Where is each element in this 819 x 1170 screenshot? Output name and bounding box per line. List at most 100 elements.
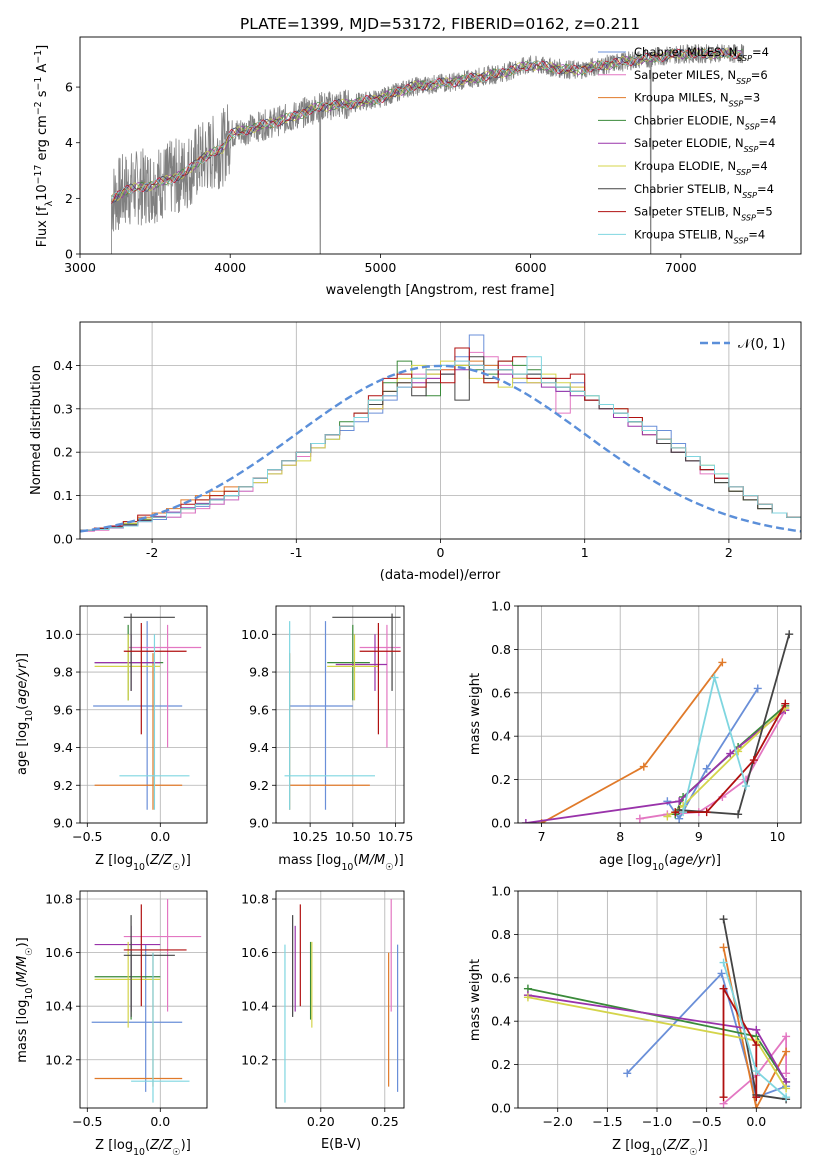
axes-frame <box>275 605 405 824</box>
axes-frame <box>79 36 802 255</box>
series-marker <box>749 756 758 765</box>
axes-frame <box>79 321 802 540</box>
errorbars-mass_vs_EBV <box>284 899 399 1103</box>
legend-entry: Salpeter MILES, NSSP=6 <box>634 68 768 86</box>
y-tick-label: 9.2 <box>53 778 73 793</box>
y-tick-label: 0.0 <box>53 532 73 547</box>
x-tick-label: 5000 <box>365 260 397 275</box>
y-tick-label: 9.8 <box>249 665 269 680</box>
y-tick-label: 9.8 <box>53 665 73 680</box>
series-marker <box>782 1069 791 1078</box>
figure-title: PLATE=1399, MJD=53172, FIBERID=0162, z=0… <box>240 15 640 33</box>
y-tick-label: 10.2 <box>45 1052 73 1067</box>
x-axis-label: Z [log10(Z/Z☉)] <box>612 1138 708 1158</box>
series-marker <box>734 810 743 819</box>
axes-frame <box>517 890 802 1109</box>
x-tick-label: −2.0 <box>543 1114 573 1129</box>
x-tick-label: −0.5 <box>691 1114 721 1129</box>
x-axis-label: Z [log10(Z/Z☉)] <box>95 853 191 873</box>
series-marker <box>752 1041 761 1050</box>
series-marker <box>675 814 684 823</box>
y-tick-label: 0.1 <box>53 488 73 503</box>
y-tick-label: 9.6 <box>53 702 73 717</box>
series-marker <box>752 1025 761 1034</box>
series-marker <box>752 1093 761 1102</box>
y-tick-label: 10.2 <box>241 1052 269 1067</box>
x-tick-label: 8 <box>616 829 624 844</box>
series-marker <box>663 797 672 806</box>
x-tick-label: −1.0 <box>642 1114 672 1129</box>
plot-layer: 3000 4000 5000 6000 7000 0 2 4 6 wavelength [Angs… <box>15 36 802 1158</box>
series-marker <box>719 943 728 952</box>
series-marker <box>785 630 794 639</box>
x-tick-label: -1 <box>290 545 302 560</box>
legend-entry: Chabrier ELODIE, NSSP=4 <box>634 113 776 130</box>
legend-entry: Salpeter STELIB, NSSP=5 <box>634 205 773 223</box>
x-tick-label: 7 <box>538 829 546 844</box>
axes-mass_vs_EBV: 0.20 0.25 10.2 10.4 10.6 10.8 <box>241 891 404 1129</box>
y-tick-label: 10.8 <box>45 892 73 907</box>
x-tick-label: 10.25 <box>292 829 328 844</box>
series-line <box>525 709 786 823</box>
y-tick-label: 0.4 <box>491 1014 511 1029</box>
legend-entry: Chabrier STELIB, NSSP=4 <box>634 182 774 200</box>
y-tick-label: 9.0 <box>249 816 269 831</box>
axes-frame <box>79 890 208 1109</box>
series-line <box>639 709 787 820</box>
histogram-step <box>80 356 801 531</box>
y-tick-label: 9.2 <box>249 778 269 793</box>
series-marker <box>679 808 688 817</box>
series-marker <box>623 1069 632 1078</box>
y-tick-label: 0.2 <box>53 445 73 460</box>
model-spectrum <box>111 48 743 204</box>
y-axis-label: Flux [fλ10−17 erg cm−2 s−1 A−1] <box>33 45 55 247</box>
series-marker <box>523 993 532 1002</box>
y-axis-label: mass weight <box>468 959 483 1041</box>
x-tick-label: 10 <box>769 829 785 844</box>
series-marker <box>782 1084 791 1093</box>
series-marker <box>782 1047 791 1056</box>
x-tick-label: -2 <box>146 545 158 560</box>
x-tick-label: 0.0 <box>150 829 170 844</box>
y-tick-label: 1.0 <box>491 884 511 899</box>
x-tick-label: 0.20 <box>307 1114 335 1129</box>
x-tick-label: 10.75 <box>378 829 414 844</box>
y-tick-label: 6 <box>65 80 73 95</box>
x-axis-label: wavelength [Angstrom, rest frame] <box>326 283 555 298</box>
y-tick-label: 9.4 <box>249 740 269 755</box>
series-marker <box>702 808 711 817</box>
y-tick-label: 0 <box>65 247 73 262</box>
legend-entry: Kroupa ELODIE, NSSP=4 <box>634 159 768 177</box>
y-tick-label: 9.6 <box>249 702 269 717</box>
y-tick-label: 10.6 <box>45 945 73 960</box>
x-tick-label: 2 <box>725 545 733 560</box>
x-tick-label: 0 <box>437 545 445 560</box>
legend-entry: Salpeter ELODIE, NSSP=4 <box>634 136 775 154</box>
series-marker <box>752 1067 761 1076</box>
x-axis-label: (data-model)/error <box>380 568 501 583</box>
series-marker <box>719 958 728 967</box>
y-tick-label: 1.0 <box>491 599 511 614</box>
errorbars-age_vs_Z <box>93 613 202 810</box>
lines-mass_weight_vs_age <box>521 630 794 823</box>
series-marker <box>639 762 648 771</box>
x-axis-label: E(B-V) <box>321 1137 361 1152</box>
spectrum-lines <box>111 44 745 254</box>
series-marker <box>753 684 762 693</box>
series-line <box>675 703 787 813</box>
y-tick-label: 0.4 <box>491 729 511 744</box>
series-marker <box>663 812 672 821</box>
series-marker <box>718 658 727 667</box>
series-marker <box>635 814 644 823</box>
y-axis-label: Normed distribution <box>29 365 44 495</box>
errorbars-age_vs_mass <box>284 613 401 810</box>
y-axis-label: age [log10(age/yr)] <box>15 653 35 775</box>
x-tick-label: 0.25 <box>371 1114 399 1129</box>
axes-frame <box>275 890 405 1109</box>
y-tick-label: 0.0 <box>491 1101 511 1116</box>
legend-entry: Kroupa MILES, NSSP=3 <box>634 91 760 109</box>
series-marker <box>719 984 728 993</box>
x-axis-label: age [log10(age/yr)] <box>599 853 721 873</box>
y-axis-label: mass weight <box>468 673 483 755</box>
